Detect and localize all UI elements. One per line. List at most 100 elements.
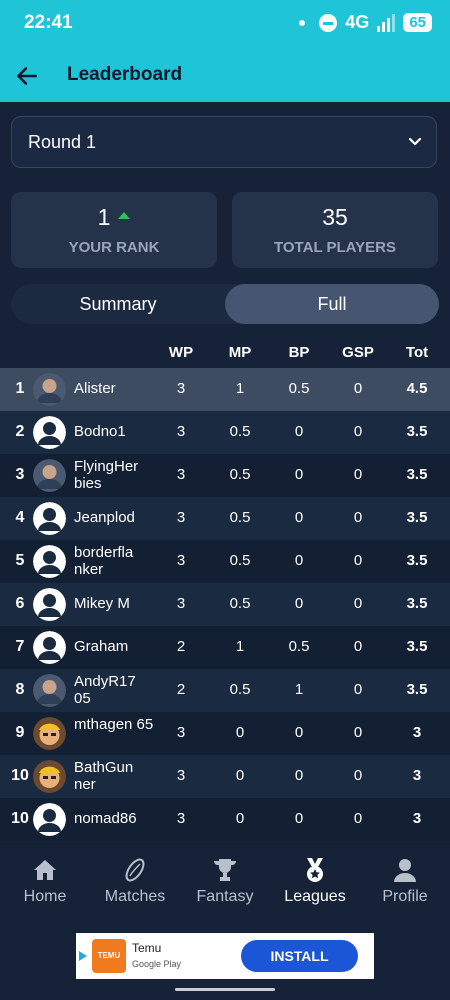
- temu-logo: TEMU: [92, 939, 126, 973]
- full-tab[interactable]: Full: [225, 284, 439, 324]
- row-rank: 9: [15, 724, 25, 741]
- table-row[interactable]: 8 AndyR17 05 2 0.5 1 0 3.5: [0, 669, 450, 712]
- nav-matches-label: Matches: [104, 888, 166, 905]
- row-wp: 3: [176, 767, 186, 784]
- row-tot: 3.5: [406, 466, 428, 483]
- row-bp: 0: [294, 466, 304, 483]
- nav-profile[interactable]: Profile: [360, 856, 450, 906]
- row-player-name: AndyR17 05: [74, 673, 136, 707]
- row-gsp: 0: [353, 466, 363, 483]
- ad-choices-icon[interactable]: [79, 951, 87, 961]
- page-title: Leaderboard: [67, 64, 183, 85]
- nav-home-label: Home: [23, 888, 67, 905]
- row-mp: 0.5: [229, 681, 251, 698]
- row-mp: 0: [235, 724, 245, 741]
- row-tot: 3: [412, 767, 422, 784]
- row-gsp: 0: [353, 638, 363, 655]
- row-gsp: 0: [353, 767, 363, 784]
- row-player-name: nomad86: [74, 810, 137, 827]
- row-tot: 3.5: [406, 595, 428, 612]
- row-bp: 0: [294, 552, 304, 569]
- row-wp: 3: [176, 466, 186, 483]
- row-bp: 0: [294, 509, 304, 526]
- header-tot[interactable]: Tot: [405, 344, 429, 361]
- signal-icon: [377, 13, 396, 32]
- nav-matches[interactable]: Matches: [90, 856, 180, 906]
- nav-fantasy[interactable]: Fantasy: [180, 856, 270, 906]
- leaderboard-table: 1 Alister 3 1 0.5 0 4.5 2 Bodno1 3 0.5 0 0 3.5 3 Flying…: [0, 368, 450, 841]
- header-gsp[interactable]: GSP: [342, 344, 374, 361]
- round-select[interactable]: Round 1: [11, 116, 437, 168]
- ad-app-name: Temu: [132, 941, 162, 955]
- row-mp: 0.5: [229, 552, 251, 569]
- row-rank: 3: [15, 466, 25, 483]
- nav-leagues-label: Leagues: [284, 888, 346, 905]
- row-wp: 3: [176, 810, 186, 827]
- header-mp[interactable]: MP: [228, 344, 252, 361]
- battery-icon: 65: [403, 13, 432, 32]
- table-row[interactable]: 3 FlyingHer bies 3 0.5 0 0 3.5: [0, 454, 450, 497]
- row-mp: 1: [235, 380, 245, 397]
- default-avatar-icon: [33, 502, 66, 535]
- row-wp: 3: [176, 423, 186, 440]
- header-wp[interactable]: WP: [168, 344, 194, 361]
- row-bp: 0: [294, 423, 304, 440]
- row-wp: 3: [176, 552, 186, 569]
- row-bp: 0: [294, 724, 304, 741]
- table-row[interactable]: 2 Bodno1 3 0.5 0 0 3.5: [0, 411, 450, 454]
- row-gsp: 0: [353, 724, 363, 741]
- table-row[interactable]: 7 Graham 2 1 0.5 0 3.5: [0, 626, 450, 669]
- row-player-name: BathGun ner: [74, 759, 134, 793]
- table-row[interactable]: 10 nomad86 3 0 0 0 3: [0, 798, 450, 841]
- row-player-name: FlyingHer bies: [74, 458, 139, 492]
- row-gsp: 0: [353, 552, 363, 569]
- table-row[interactable]: 9 mthagen 65 3 0 0 0 3: [0, 712, 450, 755]
- nav-home[interactable]: Home: [0, 856, 90, 906]
- table-row[interactable]: 1 Alister 3 1 0.5 0 4.5: [0, 368, 450, 411]
- status-time: 22:41: [24, 12, 73, 33]
- table-row[interactable]: 6 Mikey M 3 0.5 0 0 3.5: [0, 583, 450, 626]
- table-row[interactable]: 5 borderfla nker 3 0.5 0 0 3.5: [0, 540, 450, 583]
- row-tot: 3.5: [406, 681, 428, 698]
- row-mp: 0.5: [229, 423, 251, 440]
- cartoon-avatar-icon: [33, 760, 66, 793]
- row-player-name: Bodno1: [74, 423, 126, 440]
- row-tot: 3.5: [406, 552, 428, 569]
- row-player-name: Jeanplod: [74, 509, 135, 526]
- table-row[interactable]: 4 Jeanplod 3 0.5 0 0 3.5: [0, 497, 450, 540]
- row-player-name: Graham: [74, 638, 129, 655]
- row-bp: 0.5: [288, 380, 310, 397]
- default-avatar-icon: [33, 803, 66, 836]
- row-rank: 5: [15, 552, 25, 569]
- row-mp: 0.5: [229, 466, 251, 483]
- row-player-name: Mikey M: [74, 595, 130, 612]
- row-bp: 0: [294, 767, 304, 784]
- default-avatar-icon: [33, 588, 66, 621]
- nav-fantasy-label: Fantasy: [196, 888, 254, 905]
- summary-tab[interactable]: Summary: [79, 294, 157, 314]
- photo-avatar-icon: [33, 373, 66, 406]
- back-arrow-icon[interactable]: [14, 63, 40, 89]
- row-mp: 1: [235, 638, 245, 655]
- app-bar: Leaderboard: [0, 50, 450, 102]
- notification-dot-icon: [299, 19, 306, 26]
- header-bp[interactable]: BP: [288, 344, 310, 361]
- row-wp: 3: [176, 509, 186, 526]
- table-row[interactable]: 10 BathGun ner 3 0 0 0 3: [0, 755, 450, 798]
- ad-banner[interactable]: TEMU Temu Google Play INSTALL: [76, 933, 374, 979]
- photo-avatar-icon: [33, 674, 66, 707]
- photo-avatar-icon: [33, 459, 66, 492]
- network-type: 4G: [345, 12, 370, 32]
- default-avatar-icon: [33, 545, 66, 578]
- nav-leagues[interactable]: Leagues: [270, 856, 360, 906]
- home-indicator: [175, 988, 275, 991]
- install-button[interactable]: INSTALL: [241, 940, 358, 972]
- person-icon: [394, 859, 416, 882]
- cartoon-avatar-icon: [33, 717, 66, 750]
- default-avatar-icon: [33, 631, 66, 664]
- row-rank: 10: [11, 767, 29, 784]
- your-rank-value: 1: [97, 204, 111, 230]
- total-players-label: TOTAL PLAYERS: [274, 239, 396, 256]
- nav-profile-label: Profile: [382, 888, 428, 905]
- row-rank: 6: [15, 595, 25, 612]
